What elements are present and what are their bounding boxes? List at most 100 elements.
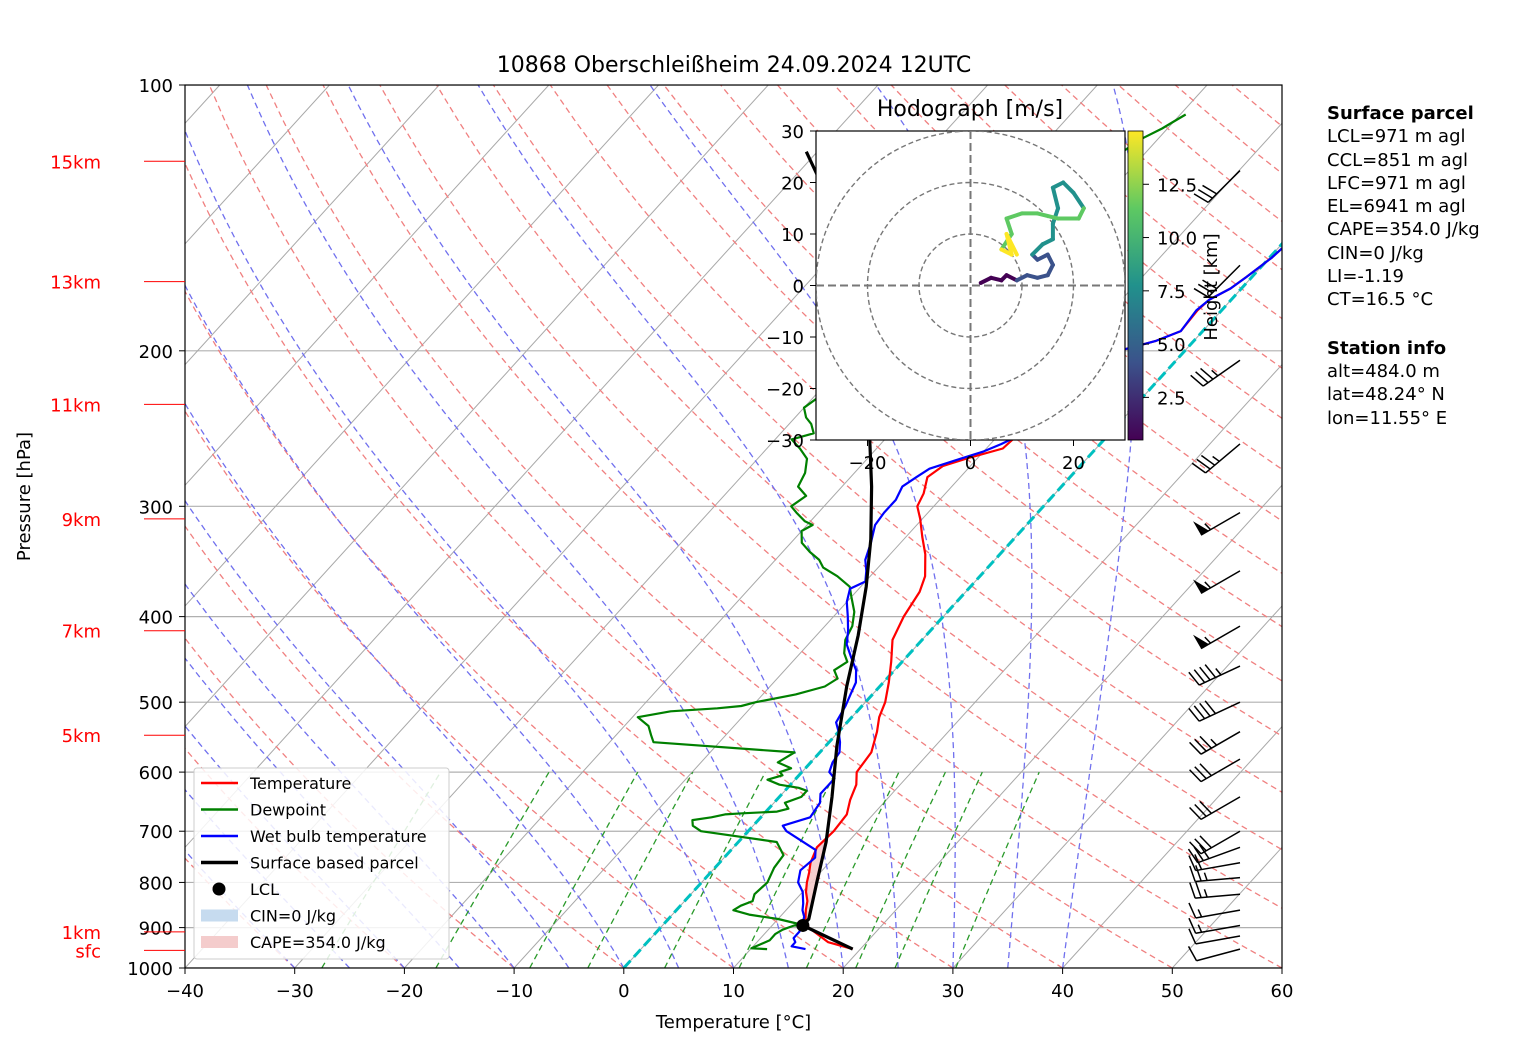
moist-adiabat [185, 582, 515, 968]
parcel-line: LFC=971 m agl [1327, 172, 1466, 194]
barb-full [1204, 700, 1217, 715]
hodograph-title: Hodograph [m/s] [877, 97, 1063, 122]
barb-flag [1193, 634, 1209, 649]
hodo-y-tick-label: 10 [781, 225, 804, 246]
barb-staff [1198, 665, 1241, 686]
barb-full [1200, 454, 1216, 466]
hodo-y-tick-label: 0 [793, 277, 804, 298]
dry-adiabat [185, 161, 954, 968]
hodo-y-tick-label: −10 [766, 328, 804, 349]
dry-adiabat [777, 85, 1282, 522]
moist-adiabat [1061, 85, 1139, 968]
isotherm [185, 85, 769, 728]
hodograph-frame [815, 130, 1126, 441]
y-tick-label: 100 [139, 76, 173, 97]
colorbar-tick-label: 12.5 [1157, 175, 1197, 196]
barb-full [1189, 741, 1202, 755]
y-tick-label: 600 [139, 763, 173, 784]
barb-full [1197, 189, 1213, 199]
x-tick-label: 0 [618, 981, 629, 1002]
x-tick-label: 50 [1161, 981, 1184, 1002]
height-label: 5km [62, 726, 101, 747]
barb-full [1193, 193, 1209, 204]
axes: −40 −30 −20 −10 0 10 20 30 40 50 60100200300400500… [14, 76, 1293, 1033]
wind-barb [1193, 570, 1241, 595]
barb-full [1194, 803, 1207, 817]
wind-barb [1193, 625, 1241, 650]
mixing-ratio-line [955, 771, 1040, 968]
y-axis-label: Pressure [hPa] [14, 432, 35, 561]
mixing-ratio-line [805, 771, 900, 968]
barb-staff [1200, 830, 1241, 855]
colorbar-tick-label: 2.5 [1157, 388, 1186, 409]
height-label: 15km [50, 152, 101, 173]
chart-title: 10868 Oberschleißheim 24.09.2024 12UTC [497, 53, 972, 78]
barb-full [1187, 848, 1199, 864]
dry-adiabat [265, 85, 1173, 968]
dry-adiabat [185, 409, 734, 968]
barb-full [1204, 664, 1217, 678]
mixing-ratio-line [664, 771, 766, 968]
x-tick-label: −30 [276, 981, 314, 1002]
barb-full [1202, 184, 1218, 195]
wind-barb [1189, 881, 1241, 899]
wind-barb [1188, 664, 1241, 686]
hodograph-segment [1071, 190, 1086, 211]
mixing-ratio-line [855, 771, 946, 968]
barb-staff [1205, 443, 1241, 474]
legend-label: CIN=0 J/kg [250, 907, 336, 926]
barb-staff [1195, 924, 1241, 935]
barb-full [1195, 865, 1202, 882]
barb-full [1199, 763, 1212, 777]
y-tick-label: 200 [139, 342, 173, 363]
barb-full [1191, 462, 1206, 474]
legend-label: CAPE=354.0 J/kg [250, 933, 386, 952]
barb-staff [1197, 846, 1241, 864]
station-line: lat=48.24° N [1327, 384, 1445, 406]
wind-barb [1188, 928, 1241, 945]
wind-barb [1189, 796, 1241, 821]
barb-full [1199, 702, 1211, 717]
hodograph-segment [1004, 216, 1014, 236]
wind-barb [1189, 731, 1241, 755]
barb-staff [1207, 170, 1241, 203]
side-panel: Surface parcel LCL=971 m agl CCL=851 m a… [1327, 102, 1480, 430]
colorbar-tick-label: 10.0 [1157, 229, 1197, 250]
barb-half [1197, 924, 1203, 933]
barb-full [1194, 838, 1207, 852]
isotherm [842, 484, 1282, 968]
barb-full [1187, 945, 1198, 962]
moist-adiabat [649, 85, 956, 968]
hodograph-segment [1004, 211, 1024, 221]
barb-half [1203, 872, 1208, 881]
legend-label: Wet bulb temperature [250, 827, 427, 846]
y-tick-label: 800 [139, 873, 173, 894]
isotherm [185, 85, 440, 366]
x-tick-label: 60 [1271, 981, 1294, 1002]
barb-full [1193, 669, 1206, 683]
barb-half [1197, 909, 1203, 918]
height-label: 11km [50, 395, 101, 416]
mixing-ratio-line [738, 771, 837, 968]
x-tick-label: −40 [166, 981, 204, 1002]
legend-label: Temperature [249, 774, 351, 793]
station-header: Station info [1327, 337, 1447, 359]
parcel-line: CT=16.5 °C [1327, 289, 1434, 311]
x-tick-label: 20 [832, 981, 855, 1002]
y-tick-label: 1000 [127, 959, 173, 980]
y-tick-label: 700 [139, 822, 173, 843]
barb-full [1202, 279, 1218, 290]
barb-staff [1207, 264, 1241, 298]
barb-full [1189, 865, 1196, 882]
parcel-line: LCL=971 m agl [1327, 126, 1466, 148]
station-line: lon=11.55° E [1327, 407, 1448, 429]
wind-barb [1189, 758, 1241, 783]
wind-barb [1193, 170, 1241, 204]
barb-half [1204, 523, 1212, 531]
hodo-x-tick-label: 20 [1062, 453, 1085, 474]
lcl-marker [796, 918, 810, 932]
barb-half [1203, 889, 1208, 898]
isotherm [185, 85, 330, 245]
parcel-line: CCL=851 m agl [1327, 149, 1469, 171]
